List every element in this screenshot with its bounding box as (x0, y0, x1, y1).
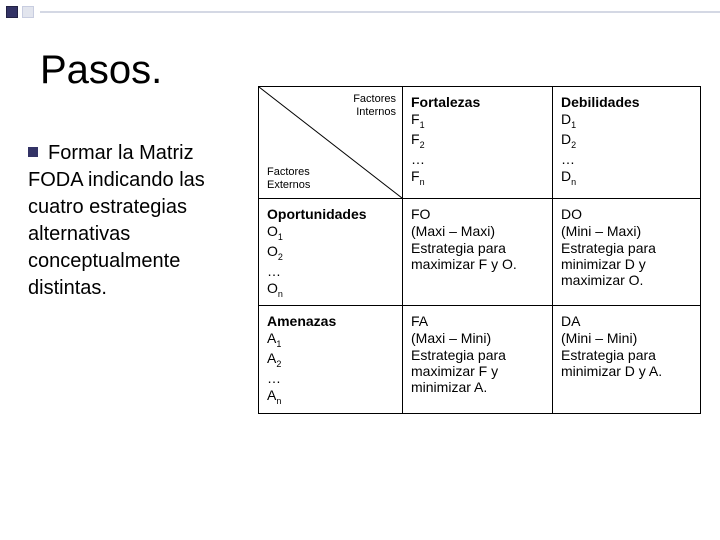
decor-box-dark (6, 6, 18, 18)
da-code: DA (561, 313, 692, 329)
amenazas-title: Amenazas (267, 313, 394, 329)
matrix-row-oportunidades: Oportunidades O1 O2 … On FO (Maxi – Maxi… (259, 199, 701, 306)
corner-internos-l1: Factores (353, 93, 396, 105)
list-item: On (267, 280, 394, 299)
fa-desc: Estrategia para maximizar F y minimizar … (411, 347, 544, 395)
oportunidades-header-cell: Oportunidades O1 O2 … On (259, 199, 403, 306)
list-item: O1 (267, 223, 394, 242)
do-desc: Estrategia para minimizar D y maximizar … (561, 240, 692, 288)
debilidades-header-cell: Debilidades D1 D2 … Dn (553, 87, 701, 199)
list-item: O2 (267, 243, 394, 262)
slide: Pasos. Formar la Matriz FODA indicando l… (0, 0, 720, 540)
matrix-row-header: Factores Internos Factores Externos Fort… (259, 87, 701, 199)
list-item: … (267, 263, 394, 279)
corner-externos-l2: Externos (267, 179, 310, 191)
decor-box-light (22, 6, 34, 18)
list-item: F2 (411, 131, 544, 150)
fortalezas-title: Fortalezas (411, 94, 544, 110)
bullet-text: Formar la Matriz FODA indicando las cuat… (28, 142, 205, 299)
fa-cell: FA (Maxi – Mini) Estrategia para maximiz… (403, 306, 553, 413)
da-paren: (Mini – Mini) (561, 330, 692, 346)
fo-cell: FO (Maxi – Maxi) Estrategia para maximiz… (403, 199, 553, 306)
list-item: … (561, 151, 692, 167)
list-item: F1 (411, 111, 544, 130)
list-item: Dn (561, 168, 692, 187)
corner-label-internos: Factores Internos (353, 93, 396, 119)
page-title: Pasos. (40, 48, 162, 93)
list-item: An (267, 387, 394, 406)
list-item: D2 (561, 131, 692, 150)
do-code: DO (561, 206, 692, 222)
foda-matrix: Factores Internos Factores Externos Fort… (258, 86, 701, 414)
fo-desc: Estrategia para maximizar F y O. (411, 240, 544, 272)
fa-paren: (Maxi – Mini) (411, 330, 544, 346)
decor-line (40, 11, 720, 13)
oportunidades-title: Oportunidades (267, 206, 394, 222)
fo-code: FO (411, 206, 544, 222)
decor-stripe (0, 0, 720, 24)
debilidades-title: Debilidades (561, 94, 692, 110)
matrix-row-amenazas: Amenazas A1 A2 … An FA (Maxi – Mini) Est… (259, 306, 701, 413)
list-item: … (267, 370, 394, 386)
matrix-corner-cell: Factores Internos Factores Externos (259, 87, 403, 199)
da-cell: DA (Mini – Mini) Estrategia para minimiz… (553, 306, 701, 413)
do-paren: (Mini – Maxi) (561, 223, 692, 239)
bullet-square-icon (28, 147, 38, 157)
list-item: … (411, 151, 544, 167)
list-item: A2 (267, 350, 394, 369)
bullet-item: Formar la Matriz FODA indicando las cuat… (28, 140, 248, 302)
corner-label-externos: Factores Externos (267, 166, 310, 192)
corner-externos-l1: Factores (267, 166, 310, 178)
list-item: A1 (267, 330, 394, 349)
list-item: D1 (561, 111, 692, 130)
fa-code: FA (411, 313, 544, 329)
corner-internos-l2: Internos (356, 106, 396, 118)
fortalezas-header-cell: Fortalezas F1 F2 … Fn (403, 87, 553, 199)
fo-paren: (Maxi – Maxi) (411, 223, 544, 239)
amenazas-header-cell: Amenazas A1 A2 … An (259, 306, 403, 413)
do-cell: DO (Mini – Maxi) Estrategia para minimiz… (553, 199, 701, 306)
da-desc: Estrategia para minimizar D y A. (561, 347, 692, 379)
list-item: Fn (411, 168, 544, 187)
